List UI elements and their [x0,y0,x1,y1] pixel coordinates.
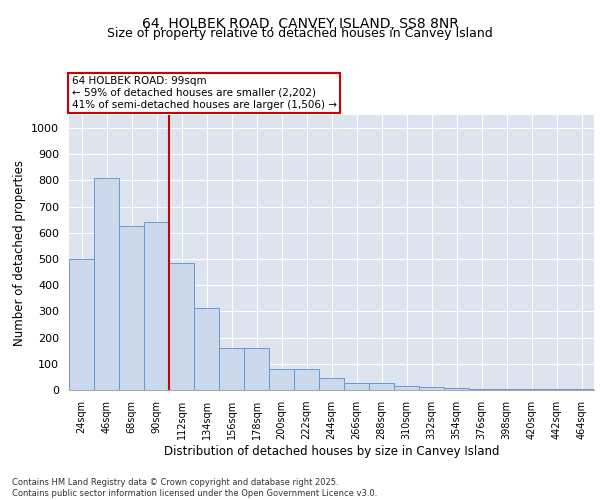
Bar [144,222,169,390]
Bar [244,348,269,390]
Bar [494,389,519,390]
Bar [194,308,219,390]
Text: Contains HM Land Registry data © Crown copyright and database right 2025.
Contai: Contains HM Land Registry data © Crown c… [12,478,377,498]
Bar [294,369,319,390]
Bar [219,348,244,390]
Bar [344,384,369,390]
Bar [419,388,444,390]
Bar [319,378,344,390]
Bar [269,369,294,390]
Text: 64 HOLBEK ROAD: 99sqm
← 59% of detached houses are smaller (2,202)
41% of semi-d: 64 HOLBEK ROAD: 99sqm ← 59% of detached … [71,76,337,110]
Bar [119,226,144,390]
Bar [169,263,194,390]
Bar [469,388,494,390]
X-axis label: Distribution of detached houses by size in Canvey Island: Distribution of detached houses by size … [164,445,499,458]
Text: 64, HOLBEK ROAD, CANVEY ISLAND, SS8 8NR: 64, HOLBEK ROAD, CANVEY ISLAND, SS8 8NR [142,18,458,32]
Bar [369,384,394,390]
Bar [69,259,94,390]
Bar [394,386,419,390]
Bar [94,178,119,390]
Y-axis label: Number of detached properties: Number of detached properties [13,160,26,346]
Text: Size of property relative to detached houses in Canvey Island: Size of property relative to detached ho… [107,28,493,40]
Bar [444,388,469,390]
